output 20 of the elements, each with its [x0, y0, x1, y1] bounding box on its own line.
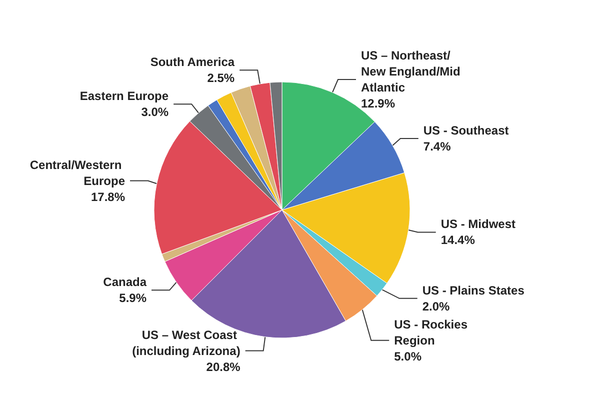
data-label: 2.5%	[207, 71, 235, 86]
slice-label: US - Midwest	[440, 217, 516, 232]
data-label: 5.0%	[394, 349, 422, 364]
slice-label: US - Rockies Region	[394, 317, 471, 348]
slice-label: Canada	[103, 275, 147, 290]
slice-label: South America	[150, 55, 235, 70]
slice-label: Central/Western Europe	[30, 158, 126, 188]
data-label: 20.8%	[206, 360, 241, 374]
data-label: 7.4%	[423, 139, 452, 154]
data-label: 12.9%	[360, 96, 396, 110]
slice-label: Eastern Europe	[80, 89, 169, 104]
data-label: 17.8%	[90, 190, 126, 204]
data-label: 5.9%	[119, 291, 147, 306]
slice-label: US – Northeast/New England/Mid Atlantic	[360, 48, 464, 94]
slice-label: US - Plains States	[422, 283, 525, 298]
data-label: 2.0%	[422, 299, 450, 314]
slice-label: US – West Coast (including Arizona)	[132, 328, 240, 358]
data-label: 14.4%	[440, 233, 476, 248]
data-label: 3.0%	[141, 105, 169, 120]
slice-label: US - Southeast	[423, 123, 509, 138]
